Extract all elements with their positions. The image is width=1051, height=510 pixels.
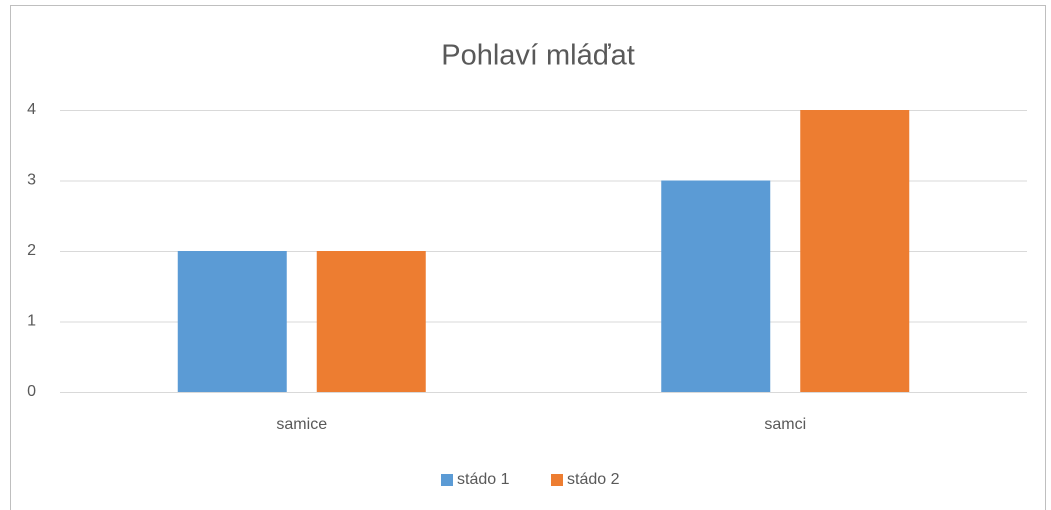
x-tick-label: samice (276, 416, 327, 433)
bar (800, 110, 910, 392)
legend-swatch (441, 474, 453, 486)
y-tick-label: 0 (27, 383, 36, 400)
chart-border (10, 5, 1046, 510)
y-tick-label: 1 (27, 313, 36, 330)
chart-title: Pohlaví mláďat (441, 40, 635, 72)
legend-label: stádo 1 (457, 471, 510, 488)
legend-swatch (551, 474, 563, 486)
y-tick-label: 3 (27, 172, 36, 189)
y-tick-label: 2 (27, 242, 36, 259)
bar (661, 180, 771, 392)
bar (177, 251, 287, 392)
legend-label: stádo 2 (567, 471, 620, 488)
y-tick-label: 4 (27, 101, 36, 118)
x-tick-label: samci (764, 416, 806, 433)
bar (316, 251, 426, 392)
